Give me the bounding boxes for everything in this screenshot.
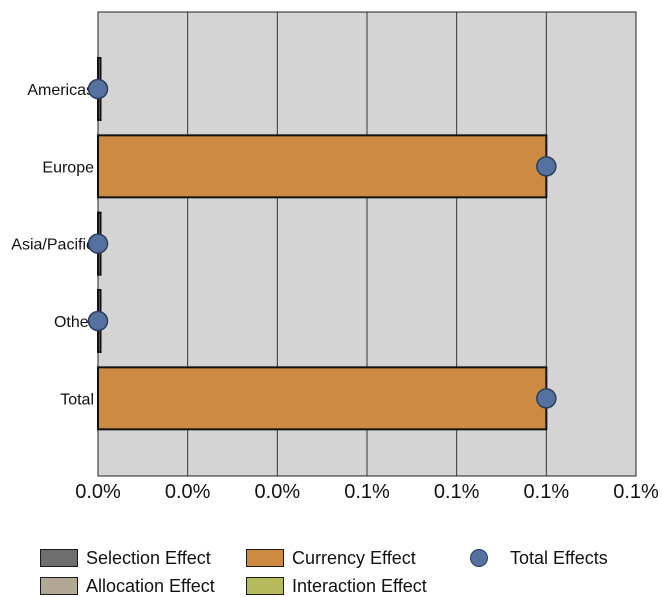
legend-swatch-allocation: [40, 577, 78, 595]
total-effect-marker: [536, 156, 557, 177]
legend-marker-total: [470, 549, 488, 567]
attribution-bar-chart: 0.0% 0.0% 0.0% 0.1% 0.1% 0.1% 0.1% Americas Euro…: [11, 11, 659, 503]
legend-label-currency: Currency Effect: [292, 547, 416, 568]
legend-item-interaction-effect: Interaction Effect: [246, 576, 427, 596]
legend-item-total-effects: Total Effects: [466, 548, 608, 568]
x-tick-label: 0.0%: [255, 481, 301, 503]
legend-swatch-selection: [40, 549, 78, 567]
legend-label-total: Total Effects: [510, 547, 608, 568]
bar-currency-effect: [97, 366, 548, 431]
chart-legend: Selection Effect Currency Effect Total E…: [0, 540, 662, 596]
legend-label-interaction: Interaction Effect: [292, 575, 427, 596]
legend-label-allocation: Allocation Effect: [86, 575, 215, 596]
category-label: Total: [60, 391, 94, 408]
legend-item-currency-effect: Currency Effect: [246, 548, 416, 568]
legend-swatch-interaction: [246, 577, 284, 595]
total-effect-marker: [87, 78, 109, 100]
x-tick-label: 0.1%: [524, 481, 570, 503]
bar-currency-effect: [97, 134, 548, 199]
x-tick-label: 0.1%: [344, 481, 390, 503]
legend-label-selection: Selection Effect: [86, 547, 211, 568]
total-effect-marker: [536, 388, 557, 409]
x-tick-label: 0.0%: [165, 481, 211, 503]
category-label: Asia/Pacific: [11, 237, 94, 254]
category-label: Americas: [27, 82, 94, 99]
legend-item-selection-effect: Selection Effect: [40, 548, 211, 568]
category-label: Europe: [42, 159, 94, 176]
total-effect-marker: [87, 310, 109, 332]
category-label: Other: [54, 314, 95, 331]
legend-swatch-currency: [246, 549, 284, 567]
legend-item-allocation-effect: Allocation Effect: [40, 576, 215, 596]
x-tick-label: 0.1%: [434, 481, 480, 503]
x-tick-label: 0.0%: [75, 481, 121, 503]
total-effect-marker: [87, 233, 109, 254]
x-tick-label: 0.1%: [613, 481, 659, 503]
